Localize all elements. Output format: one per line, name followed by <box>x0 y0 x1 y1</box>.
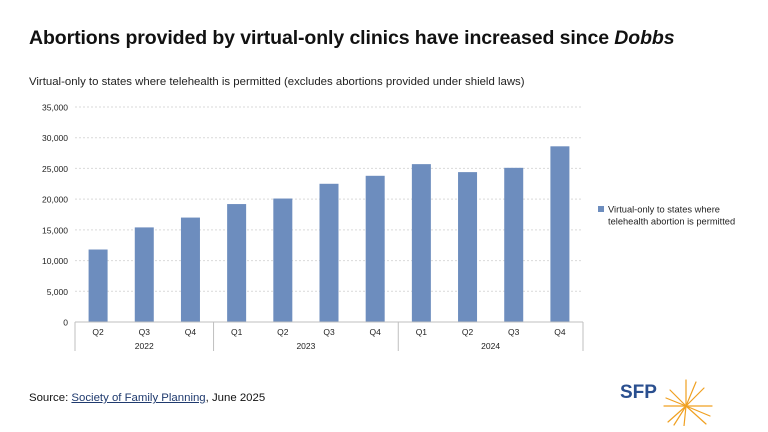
bar <box>365 175 385 322</box>
title-emphasis: Dobbs <box>614 27 675 49</box>
x-tick-label: Q2 <box>462 327 474 337</box>
bar <box>504 167 524 322</box>
source-note: Source: Society of Family Planning, June… <box>29 392 265 404</box>
chart-title: Abortions provided by virtual-only clini… <box>29 27 675 50</box>
group-label: 2024 <box>481 341 500 351</box>
group-label: 2022 <box>135 341 154 351</box>
source-link[interactable]: Society of Family Planning <box>71 392 206 404</box>
y-tick-label: 0 <box>63 318 68 328</box>
source-date: , June 2025 <box>205 392 266 404</box>
bar <box>411 164 431 322</box>
y-tick-label: 15,000 <box>42 225 68 235</box>
legend-label: Virtual-only to states where <box>608 205 720 215</box>
starburst-icon <box>663 379 713 426</box>
x-tick-label: Q4 <box>370 327 382 337</box>
logo-text: SFP <box>620 382 657 403</box>
legend-label: telehealth abortion is permitted <box>608 217 735 227</box>
x-tick-label: Q3 <box>139 327 151 337</box>
x-tick-label: Q1 <box>416 327 428 337</box>
x-tick-label: Q2 <box>92 327 104 337</box>
chart-subtitle: Virtual-only to states where telehealth … <box>29 76 525 88</box>
bar <box>550 146 570 322</box>
y-tick-label: 35,000 <box>42 103 68 113</box>
y-tick-label: 5,000 <box>47 287 69 297</box>
x-tick-label: Q4 <box>554 327 566 337</box>
bar <box>134 227 154 322</box>
legend-swatch <box>598 206 604 212</box>
y-tick-label: 20,000 <box>42 195 68 205</box>
x-tick-label: Q3 <box>508 327 520 337</box>
y-tick-label: 30,000 <box>42 133 68 143</box>
bar <box>180 217 200 322</box>
x-tick-label: Q1 <box>231 327 243 337</box>
x-tick-label: Q3 <box>323 327 335 337</box>
bar <box>319 183 339 322</box>
sfp-logo: SFP <box>620 379 713 426</box>
y-tick-label: 10,000 <box>42 256 68 266</box>
source-label: Source: <box>29 392 72 404</box>
x-tick-label: Q2 <box>277 327 289 337</box>
bar <box>458 172 478 322</box>
x-tick-label: Q4 <box>185 327 197 337</box>
bar <box>227 204 247 322</box>
bar <box>88 249 108 322</box>
group-label: 2023 <box>296 341 315 351</box>
bar <box>273 198 293 322</box>
y-tick-label: 25,000 <box>42 164 68 174</box>
title-text: Abortions provided by virtual-only clini… <box>29 27 615 49</box>
